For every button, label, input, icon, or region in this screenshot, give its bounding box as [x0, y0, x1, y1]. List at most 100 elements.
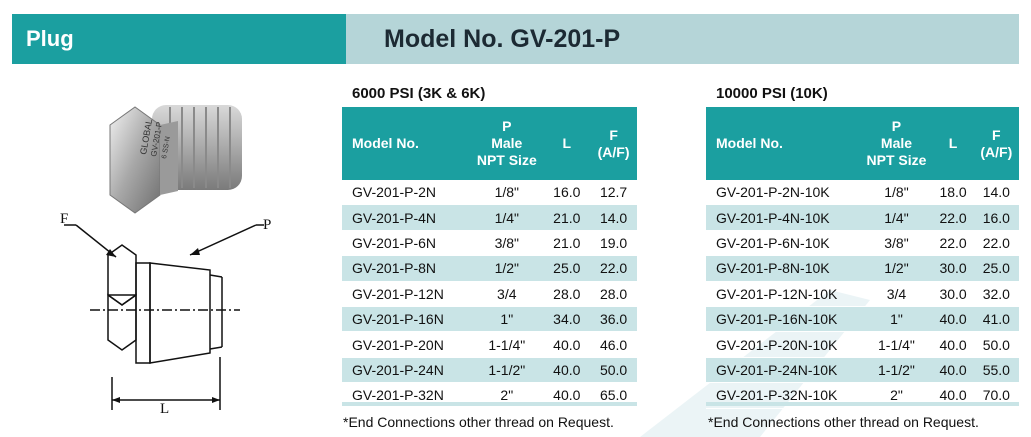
- cell-model: GV-201-P-16N: [342, 306, 471, 333]
- stamp-line3: 6 SS-N: [161, 136, 172, 159]
- col-p-line2: Male: [880, 135, 913, 151]
- col-f-line2: (A/F): [980, 143, 1013, 160]
- cell-p: 1": [470, 306, 544, 333]
- spec-table-10000: Model No. P Male NPT Size L F (A/F) GV-2…: [706, 107, 1019, 409]
- table-row: GV-201-P-12N-10K 3/4 30.0 32.0: [706, 281, 1019, 307]
- footnote-6000: *End Connections other thread on Request…: [343, 414, 614, 430]
- table-10000-title: 10000 PSI (10K): [716, 85, 828, 102]
- col-f: F (A/F): [973, 107, 1019, 180]
- cell-p: 1-1/2": [860, 357, 933, 384]
- cell-p: 3/4: [470, 281, 544, 307]
- cell-model: GV-201-P-20N-10K: [706, 331, 861, 358]
- cell-model: GV-201-P-20N: [342, 331, 471, 358]
- cell-l: 25.0: [543, 255, 591, 282]
- cell-l: 21.0: [543, 230, 591, 257]
- table-row: GV-201-P-20N-10K 1-1/4" 40.0 50.0: [706, 331, 1019, 358]
- cell-f: 22.0: [973, 230, 1019, 257]
- cell-f: 19.0: [590, 230, 637, 257]
- header-bar: Plug Model No. GV-201-P: [12, 14, 1019, 64]
- col-model: Model No.: [342, 107, 471, 180]
- cell-f: 16.0: [973, 204, 1019, 231]
- cell-l: 22.0: [932, 204, 974, 231]
- cell-f: 41.0: [973, 306, 1019, 333]
- cell-f: 36.0: [590, 306, 637, 333]
- cell-p: 1/2": [860, 255, 933, 282]
- cell-l: 40.0: [543, 331, 591, 358]
- plug-drawing: GLOBAL GV-201-P 6 SS-N F P L: [60, 105, 271, 417]
- table-bottom-rule: [342, 402, 637, 406]
- col-p-line3: NPT Size: [476, 152, 537, 168]
- cell-f: 46.0: [590, 331, 637, 358]
- cell-model: GV-201-P-12N: [342, 281, 471, 307]
- footnote-10000: *End Connections other thread on Request…: [708, 414, 979, 430]
- label-p: P: [263, 217, 271, 233]
- product-category-title: Plug: [12, 14, 346, 64]
- model-title: Model No. GV-201-P: [346, 14, 1019, 64]
- cell-model: GV-201-P-24N: [342, 357, 471, 384]
- table-header-row: Model No. P Male NPT Size L F (A/F): [706, 107, 1019, 180]
- technical-drawing: [64, 224, 264, 410]
- table-row: GV-201-P-2N 1/8" 16.0 12.7: [342, 180, 637, 206]
- col-p-line1: P: [891, 118, 902, 134]
- cell-f: 14.0: [590, 204, 637, 231]
- table-row: GV-201-P-4N-10K 1/4" 22.0 16.0: [706, 204, 1019, 231]
- cell-f: 32.0: [973, 281, 1019, 307]
- cell-l: 40.0: [932, 306, 974, 333]
- cell-model: GV-201-P-12N-10K: [706, 281, 861, 307]
- cell-l: 40.0: [543, 357, 591, 384]
- cell-f: 50.0: [590, 357, 637, 384]
- cell-p: 3/4: [860, 281, 933, 307]
- cell-l: 30.0: [932, 255, 974, 282]
- table-row: GV-201-P-24N-10K 1-1/2" 40.0 55.0: [706, 357, 1019, 384]
- cell-model: GV-201-P-6N: [342, 230, 471, 257]
- col-p: P Male NPT Size: [470, 107, 544, 180]
- cell-l: 34.0: [543, 306, 591, 333]
- table-6000-title: 6000 PSI (3K & 6K): [352, 85, 486, 102]
- cell-l: 16.0: [543, 180, 591, 206]
- cell-p: 1/8": [860, 180, 933, 206]
- spec-table-6000: Model No. P Male NPT Size L F (A/F) GV-2…: [342, 107, 637, 409]
- cell-p: 1-1/4": [860, 331, 933, 358]
- col-f-line2: (A/F): [597, 143, 630, 160]
- cell-model: GV-201-P-8N-10K: [706, 255, 861, 282]
- cell-model: GV-201-P-24N-10K: [706, 357, 861, 384]
- cell-p: 1/4": [470, 204, 544, 231]
- cell-f: 28.0: [590, 281, 637, 307]
- table-row: GV-201-P-6N 3/8" 21.0 19.0: [342, 230, 637, 257]
- cell-l: 40.0: [932, 331, 974, 358]
- col-f-line1: F: [992, 126, 1001, 143]
- cell-model: GV-201-P-16N-10K: [706, 306, 861, 333]
- plug-photo: GLOBAL GV-201-P 6 SS-N: [109, 105, 242, 214]
- cell-p: 1/2": [470, 255, 544, 282]
- cell-f: 55.0: [973, 357, 1019, 384]
- cell-model: GV-201-P-4N: [342, 204, 471, 231]
- cell-p: 1/4": [860, 204, 933, 231]
- table-row: GV-201-P-2N-10K 1/8" 18.0 14.0: [706, 180, 1019, 206]
- label-f: F: [60, 211, 68, 227]
- cell-p: 1-1/4": [470, 331, 544, 358]
- cell-p: 1-1/2": [470, 357, 544, 384]
- cell-p: 3/8": [860, 230, 933, 257]
- cell-l: 30.0: [932, 281, 974, 307]
- cell-p: 3/8": [470, 230, 544, 257]
- table-row: GV-201-P-12N 3/4 28.0 28.0: [342, 281, 637, 307]
- cell-p: 1/8": [470, 180, 544, 206]
- cell-model: GV-201-P-8N: [342, 255, 471, 282]
- col-p-line1: P: [502, 118, 512, 134]
- col-p-line3: NPT Size: [866, 152, 927, 168]
- table-bottom-rule: [706, 402, 1019, 406]
- cell-l: 18.0: [932, 180, 974, 206]
- col-p-line2: Male: [491, 135, 523, 151]
- table-row: GV-201-P-8N 1/2" 25.0 22.0: [342, 255, 637, 282]
- cell-model: GV-201-P-4N-10K: [706, 204, 861, 231]
- table-row: GV-201-P-8N-10K 1/2" 30.0 25.0: [706, 255, 1019, 282]
- cell-model: GV-201-P-6N-10K: [706, 230, 861, 257]
- table-row: GV-201-P-6N-10K 3/8" 22.0 22.0: [706, 230, 1019, 257]
- col-f-line1: F: [609, 126, 618, 143]
- cell-f: 22.0: [590, 255, 637, 282]
- cell-l: 21.0: [543, 204, 591, 231]
- cell-l: 22.0: [932, 230, 974, 257]
- table-row: GV-201-P-4N 1/4" 21.0 14.0: [342, 204, 637, 231]
- cell-f: 25.0: [973, 255, 1019, 282]
- cell-p: 1": [860, 306, 933, 333]
